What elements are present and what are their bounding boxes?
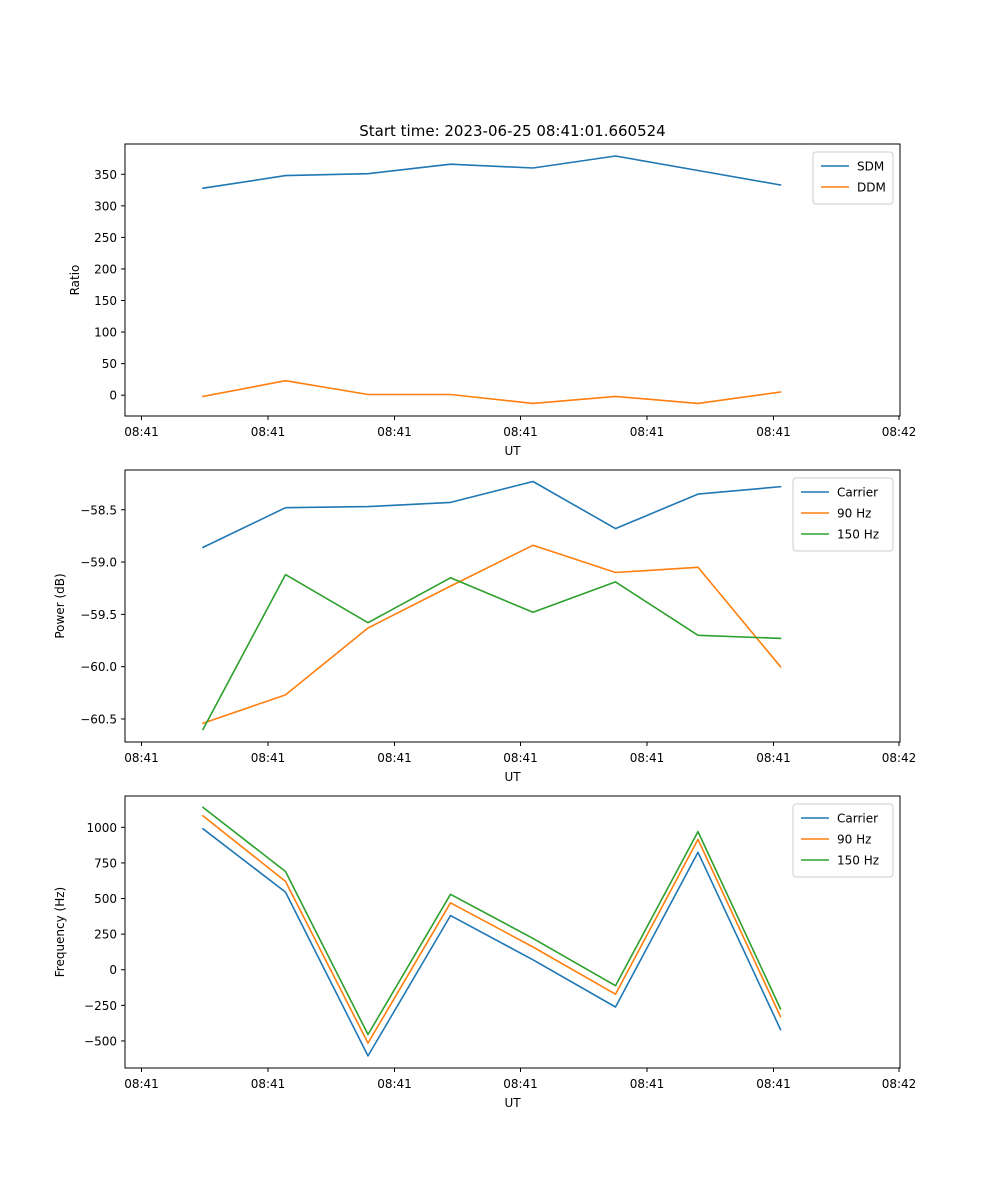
y-tick-label: 200 [94,262,117,276]
legend-label: Carrier [837,486,878,500]
y-tick-label: −500 [84,1034,117,1048]
series-line-2-2 [201,544,782,725]
subplot-3: 08:41 08:41 08:41 08:41 08:41 08:41 08:42 UT −50… [53,795,917,1110]
x-axis-label: UT [504,770,521,784]
legend-label: 150 Hz [837,854,879,868]
x-tick-label: 08:41 [251,425,286,439]
y-tick-label: 300 [94,199,117,213]
legend-label: 90 Hz [837,833,871,847]
x-tick-label: 08:42 [882,1077,917,1091]
y-axis-label: Power (dB) [53,573,67,638]
y-tick-label: 100 [94,326,117,340]
y-tick-label: −60.0 [80,660,117,674]
legend-label: SDM [857,160,884,174]
subplots: 08:41 08:41 08:41 08:41 08:41 08:41 08:42 UT 0 50… [53,143,917,1110]
series-line-2-1 [201,480,782,549]
x-axis-label: UT [504,444,521,458]
y-tick-label: 500 [94,892,117,906]
axes-frame [124,143,901,417]
y-tick-label: −59.5 [80,608,117,622]
legend-box [812,151,894,205]
series-line-1-2 [202,379,782,405]
legend-label: DDM [857,181,886,195]
x-tick-label: 08:41 [756,751,791,765]
axes-frame [124,795,901,1069]
x-tick-label: 08:41 [630,425,665,439]
x-tick-label: 08:41 [124,425,159,439]
legend-label: Carrier [837,812,878,826]
y-tick-label: 0 [109,389,117,403]
y-tick-label: 1000 [86,821,117,835]
y-tick-label: −60.5 [80,712,117,726]
y-tick-label: 50 [102,357,117,371]
x-tick-label: 08:42 [882,425,917,439]
y-tick-label: 250 [94,231,117,245]
x-tick-label: 08:41 [503,1077,538,1091]
figure-title: Start time: 2023-06-25 08:41:01.660524 [359,122,665,140]
y-tick-label: 0 [109,963,117,977]
x-tick-label: 08:41 [124,1077,159,1091]
legend-box [792,803,894,878]
legend-box [792,477,894,552]
y-tick-label: −250 [84,999,117,1013]
x-tick-label: 08:41 [251,1077,286,1091]
series-line-1-1 [202,155,782,190]
x-tick-label: 08:42 [882,751,917,765]
y-tick-label: 250 [94,928,117,942]
y-axis-label: Frequency (Hz) [53,887,67,978]
x-tick-label: 08:41 [756,1077,791,1091]
y-tick-label: −59.0 [80,556,117,570]
x-tick-label: 08:41 [377,1077,412,1091]
subplot-1: 08:41 08:41 08:41 08:41 08:41 08:41 08:42 UT 0 50… [68,143,917,458]
series-line-3-2 [201,814,782,1044]
x-tick-label: 08:41 [756,425,791,439]
series-line-3-3 [201,806,782,1036]
series-line-3-1 [201,827,782,1057]
legend-label: 90 Hz [837,507,871,521]
x-axis-label: UT [504,1096,521,1110]
x-tick-label: 08:41 [630,1077,665,1091]
y-tick-label: 150 [94,294,117,308]
x-tick-label: 08:41 [503,425,538,439]
x-tick-label: 08:41 [503,751,538,765]
subplot-2: 08:41 08:41 08:41 08:41 08:41 08:41 08:42 UT −60… [53,469,917,784]
x-tick-label: 08:41 [630,751,665,765]
y-tick-label: 350 [94,168,117,182]
y-axis-label: Ratio [68,265,82,296]
x-tick-label: 08:41 [251,751,286,765]
series-line-2-3 [201,573,782,731]
legend-label: 150 Hz [837,528,879,542]
x-tick-label: 08:41 [377,751,412,765]
y-tick-label: 750 [94,856,117,870]
y-tick-label: −58.5 [80,503,117,517]
x-tick-label: 08:41 [377,425,412,439]
x-tick-label: 08:41 [124,751,159,765]
axes-frame [124,469,901,743]
